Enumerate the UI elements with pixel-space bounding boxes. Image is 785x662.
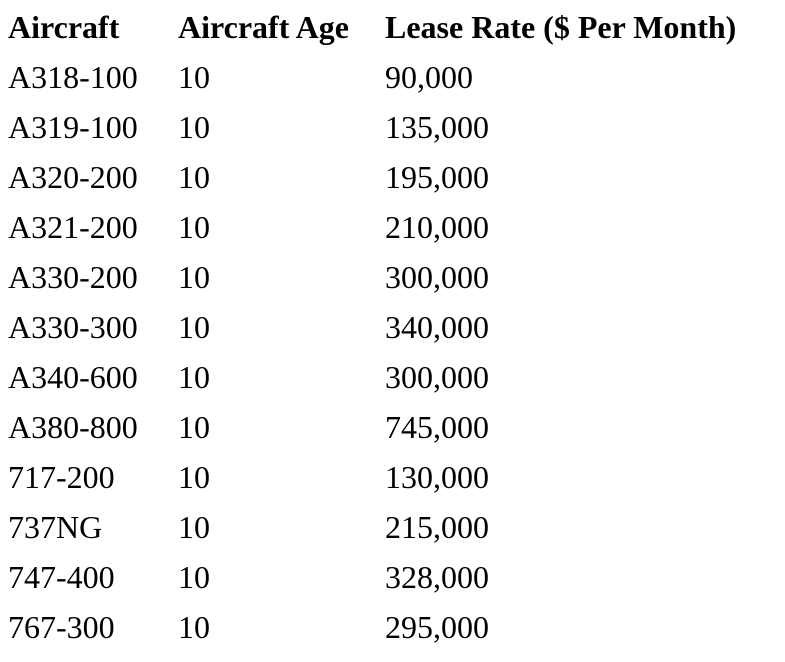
aircraft-age-cell: 10 [178,559,210,595]
aircraft-age-cell: 10 [178,459,210,495]
table-row: 767-300 10 295,000 [0,602,785,652]
aircraft-age-cell: 10 [178,159,210,195]
lease-rate-cell: 300,000 [385,359,489,395]
aircraft-cell: A319-100 [8,109,138,145]
aircraft-cell: 747-400 [8,559,115,595]
column-header-lease-rate: Lease Rate ($ Per Month) [385,9,737,45]
lease-rate-cell: 215,000 [385,509,489,545]
aircraft-cell: 767-300 [8,609,115,645]
aircraft-cell: 737NG [8,509,103,545]
table-row: A319-100 10 135,000 [0,102,785,152]
aircraft-cell: A330-200 [8,259,138,295]
table-row: 717-200 10 130,000 [0,452,785,502]
table-row: A380-800 10 745,000 [0,402,785,452]
aircraft-cell: A380-800 [8,409,138,445]
table-row: 747-400 10 328,000 [0,552,785,602]
aircraft-cell: A321-200 [8,209,138,245]
lease-rate-cell: 300,000 [385,259,489,295]
table-row: A320-200 10 195,000 [0,152,785,202]
aircraft-cell: A318-100 [8,59,138,95]
aircraft-age-cell: 10 [178,59,210,95]
aircraft-age-cell: 10 [178,259,210,295]
table-body: A318-100 10 90,000 A319-100 10 135,000 A320-20… [0,52,785,652]
lease-rate-cell: 745,000 [385,409,489,445]
lease-rate-cell: 340,000 [385,309,489,345]
aircraft-age-cell: 10 [178,309,210,345]
table-row: A330-300 10 340,000 [0,302,785,352]
lease-rate-cell: 195,000 [385,159,489,195]
lease-rate-cell: 135,000 [385,109,489,145]
lease-rate-cell: 328,000 [385,559,489,595]
table-row: A318-100 10 90,000 [0,52,785,102]
aircraft-age-cell: 10 [178,359,210,395]
aircraft-cell: A340-600 [8,359,138,395]
table-row: A330-200 10 300,000 [0,252,785,302]
aircraft-age-cell: 10 [178,509,210,545]
lease-rate-cell: 130,000 [385,459,489,495]
aircraft-cell: 717-200 [8,459,115,495]
table-header-row: Aircraft Aircraft Age Lease Rate ($ Per … [0,2,785,52]
column-header-aircraft-age: Aircraft Age [178,9,349,45]
lease-rate-cell: 90,000 [385,59,473,95]
lease-rate-cell: 295,000 [385,609,489,645]
aircraft-cell: A320-200 [8,159,138,195]
aircraft-age-cell: 10 [178,409,210,445]
aircraft-age-cell: 10 [178,609,210,645]
aircraft-age-cell: 10 [178,109,210,145]
aircraft-cell: A330-300 [8,309,138,345]
table-row: A321-200 10 210,000 [0,202,785,252]
table-row: A340-600 10 300,000 [0,352,785,402]
column-header-aircraft: Aircraft [8,9,120,45]
lease-rate-cell: 210,000 [385,209,489,245]
table-row: 737NG 10 215,000 [0,502,785,552]
aircraft-age-cell: 10 [178,209,210,245]
